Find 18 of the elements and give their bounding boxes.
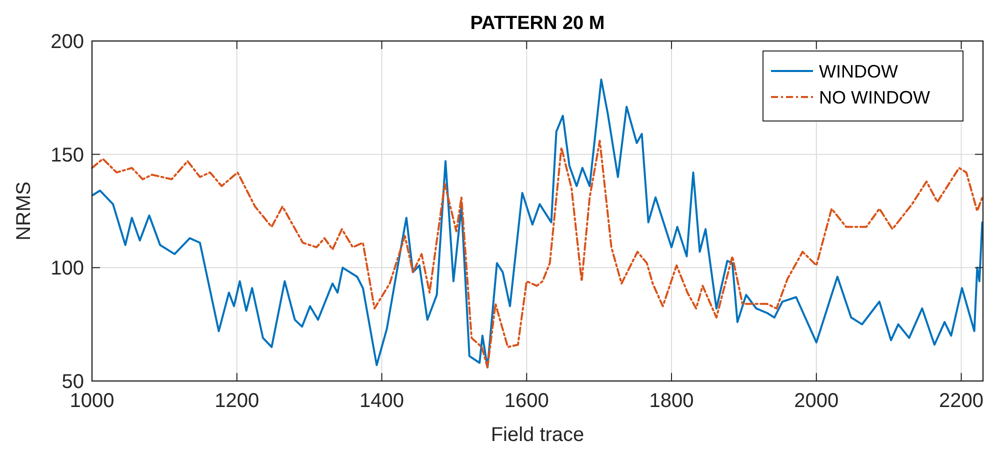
legend-label: NO WINDOW <box>819 87 930 108</box>
line-series <box>92 78 984 368</box>
y-tick-label: 100 <box>50 258 84 280</box>
y-tick-label: 150 <box>50 144 84 166</box>
y-tick-label: 50 <box>62 371 84 393</box>
legend-label: WINDOW <box>819 61 898 82</box>
x-tick-label: 1400 <box>360 390 404 412</box>
x-tick-label: 1000 <box>70 390 114 412</box>
x-axis-title: Field trace <box>490 424 584 446</box>
chart-title: PATTERN 20 M <box>470 13 605 34</box>
y-tick-label: 200 <box>50 31 84 53</box>
x-tick-label: 2000 <box>794 390 839 412</box>
y-axis-title: NRMS <box>13 182 35 240</box>
line-series <box>91 140 984 368</box>
x-tick-label: 1800 <box>649 390 694 412</box>
x-tick-label: 2200 <box>939 390 984 412</box>
x-tick-label: 1600 <box>504 390 549 412</box>
x-tick-label: 1200 <box>214 390 260 412</box>
